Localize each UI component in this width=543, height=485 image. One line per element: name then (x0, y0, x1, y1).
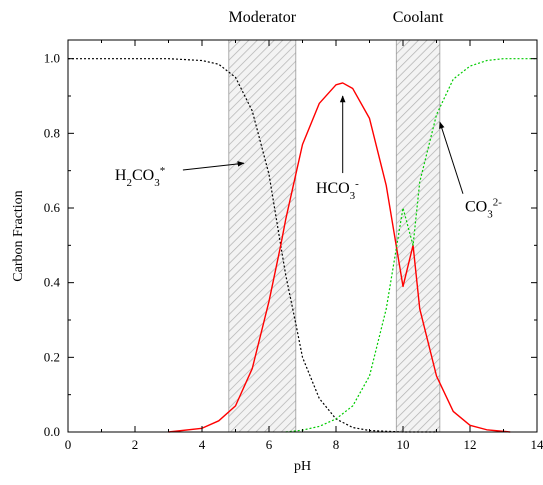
hco3-annotation: HCO3- (316, 178, 359, 202)
series-layer (68, 58, 537, 433)
y-tick-label: 1.0 (44, 51, 60, 66)
y-tick-label: 0.0 (44, 424, 60, 439)
bands-layer: Moderator Coolant (228, 9, 444, 433)
y-tick-label: 0.4 (44, 275, 61, 290)
plot-frame (67, 39, 538, 433)
h2co3-annotation: H2CO3* (115, 165, 165, 189)
h2co3-line (68, 58, 437, 433)
axes-layer: 0 2 4 6 8 10 12 14 0.0 0.2 0.4 0.6 0.8 1.0 pH Carbon Fr… (11, 39, 543, 474)
co3-annotation-arrow (439, 121, 464, 194)
y-tick-label: 0.8 (44, 125, 60, 140)
x-tick-label: 4 (199, 437, 206, 452)
band-label-coolant: Coolant (393, 9, 444, 26)
x-tick-label: 2 (132, 437, 139, 452)
band-moderator (228, 39, 297, 433)
x-axis-label: pH (294, 459, 311, 474)
x-tick-label: 0 (65, 437, 72, 452)
x-tick-label: 14 (531, 437, 543, 452)
hco3-line (168, 82, 511, 433)
y-tick-label: 0.6 (44, 200, 61, 215)
co3-line (285, 58, 537, 433)
x-tick-label: 12 (464, 437, 477, 452)
band-label-moderator: Moderator (229, 9, 297, 26)
co3-annotation: CO32- (465, 197, 502, 221)
band-coolant (395, 39, 441, 433)
x-tick-label: 8 (333, 437, 340, 452)
annotations-layer: H2CO3* HCO3- CO32- (115, 95, 502, 221)
x-tick-label: 10 (397, 437, 410, 452)
y-tick-label: 0.2 (44, 349, 60, 364)
h2co3-annotation-arrow (182, 161, 245, 171)
y-axis-label: Carbon Fraction (11, 190, 26, 281)
x-tick-label: 6 (266, 437, 273, 452)
